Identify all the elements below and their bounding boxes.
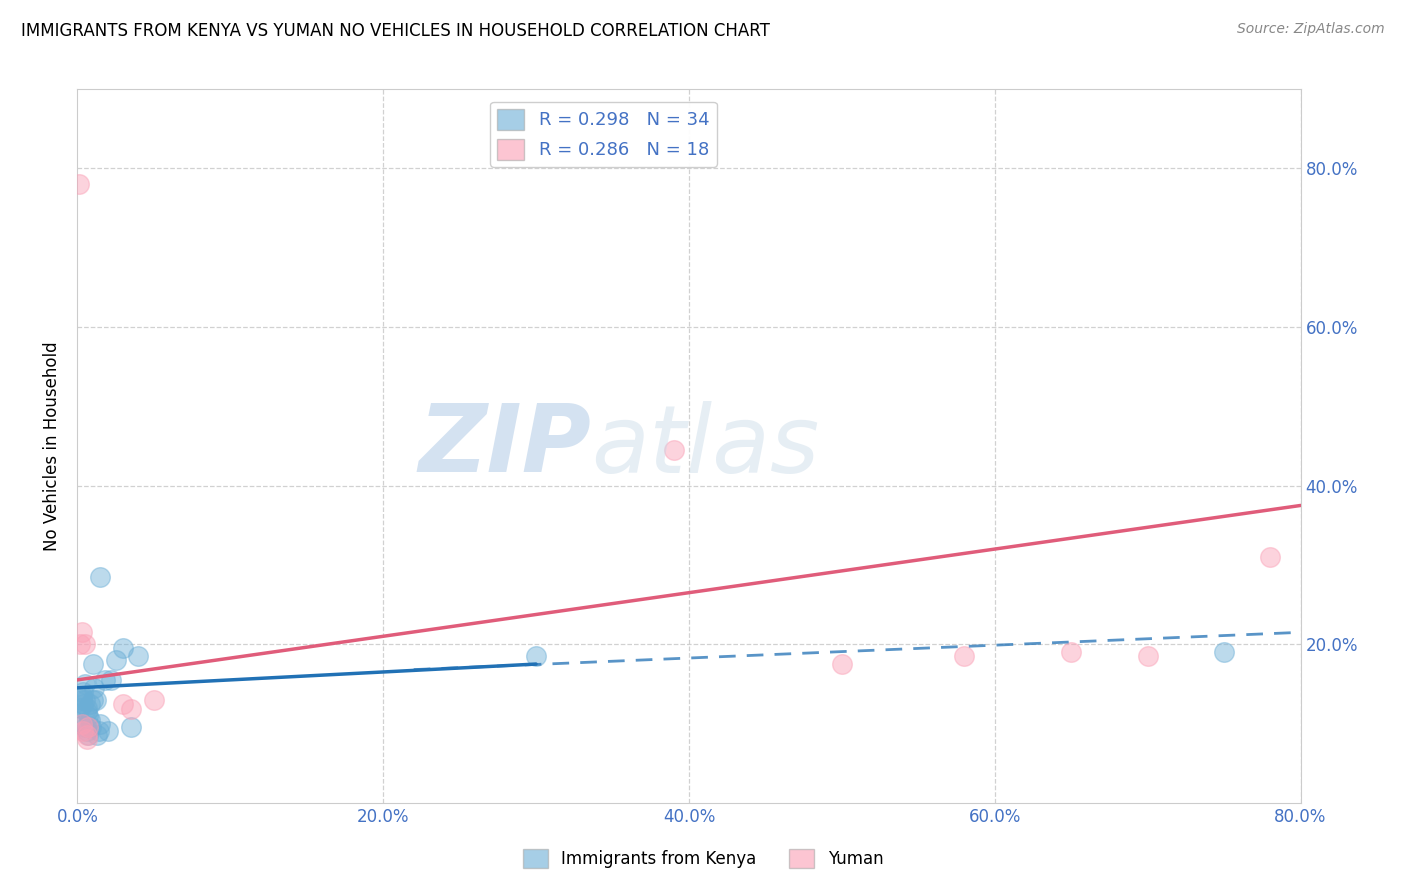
Point [89,570,111,584]
Point [79,697,101,711]
Point [69,637,91,651]
Point [82,657,104,671]
Point [72,724,94,739]
Point [1258,549,1281,564]
Text: IMMIGRANTS FROM KENYA VS YUMAN NO VEHICLES IN HOUSEHOLD CORRELATION CHART: IMMIGRANTS FROM KENYA VS YUMAN NO VEHICL… [21,22,770,40]
Text: Source: ZipAtlas.com: Source: ZipAtlas.com [1237,22,1385,37]
Point [1136,649,1159,664]
Point [120,702,142,716]
Point [79,713,101,727]
Point [72,685,94,699]
Point [73,721,96,735]
Point [70,692,93,706]
Point [76,705,98,719]
Point [86,728,108,742]
Point [112,697,135,711]
Point [70,689,93,703]
Point [80,721,103,735]
Text: ZIP: ZIP [418,400,591,492]
Point [77,721,100,735]
Point [73,677,96,691]
Point [73,692,96,706]
Point [100,673,122,687]
Point [1060,645,1083,659]
Text: atlas: atlas [591,401,820,491]
Y-axis label: No Vehicles in Household: No Vehicles in Household [44,341,62,551]
Point [76,700,98,714]
Point [97,724,120,739]
Point [112,641,135,656]
Point [72,697,94,711]
Point [77,708,100,723]
Point [831,657,853,671]
Point [524,649,547,664]
Point [128,649,150,664]
Point [76,728,98,742]
Point [76,724,98,739]
Point [662,442,685,457]
Point [72,716,94,731]
Point [94,673,117,687]
Point [76,732,98,747]
Point [77,728,100,742]
Point [120,721,142,735]
Point [70,625,93,640]
Point [142,692,165,706]
Point [104,653,127,667]
Point [83,681,105,695]
Point [89,716,111,731]
Point [87,724,110,739]
Point [69,700,91,714]
Point [67,178,90,192]
Legend: R = 0.298   N = 34, R = 0.286   N = 18: R = 0.298 N = 34, R = 0.286 N = 18 [491,102,717,167]
Point [70,716,93,731]
Point [84,692,107,706]
Point [82,692,104,706]
Point [953,649,976,664]
Point [1213,645,1236,659]
Legend: Immigrants from Kenya, Yuman: Immigrants from Kenya, Yuman [516,842,890,875]
Point [73,637,96,651]
